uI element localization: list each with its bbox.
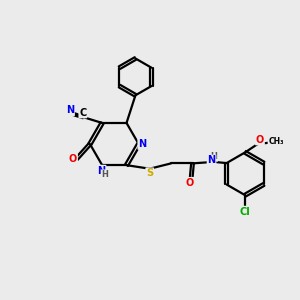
Text: CH₃: CH₃ [268,136,284,146]
Text: N: N [208,155,216,165]
Text: O: O [256,135,264,145]
Text: O: O [69,154,77,164]
Text: H: H [211,152,217,161]
Text: Cl: Cl [240,206,250,217]
Text: N: N [138,139,146,149]
Text: H: H [102,170,109,179]
Text: O: O [185,178,194,188]
Text: N: N [98,166,106,176]
Text: S: S [146,168,153,178]
Text: C: C [79,107,86,118]
Text: N: N [66,106,74,116]
